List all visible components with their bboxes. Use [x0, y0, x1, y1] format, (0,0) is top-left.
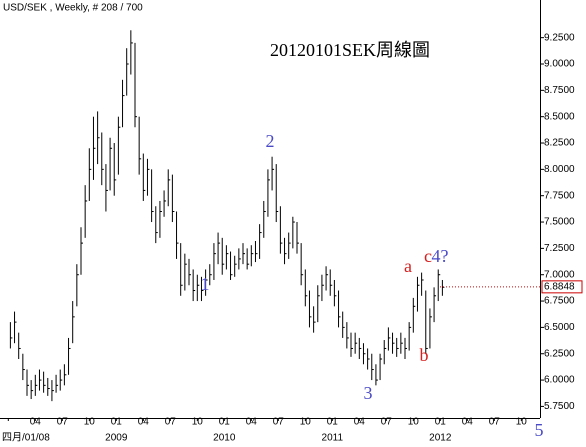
y-tick-label: 5.7500	[544, 401, 575, 412]
y-tick-label: 7.7500	[544, 190, 575, 201]
x-tick-label: 01	[219, 417, 231, 428]
x-tick-label: 07	[165, 417, 177, 428]
wave-label: 2	[266, 131, 275, 151]
year-label: 2012	[429, 433, 452, 444]
x-tick-label: 10	[300, 417, 312, 428]
y-tick-label: 9.0000	[544, 59, 575, 70]
chart-title: USD/SEK , Weekly, # 208 / 700	[3, 3, 143, 14]
wave-label: 5	[535, 420, 544, 440]
year-label: 2011	[322, 433, 344, 444]
x-tick-label: 四月/01/08	[2, 432, 50, 444]
y-tick-label: 6.2500	[544, 348, 575, 359]
x-tick-label: 07	[273, 417, 285, 428]
y-tick-label: 7.5000	[544, 217, 575, 228]
wave-label: c	[424, 246, 432, 266]
year-label: 2010	[213, 433, 236, 444]
chart-subtitle: 20120101SEK周線圖	[270, 40, 430, 60]
y-tick-label: 7.0000	[544, 269, 575, 280]
last-price-label: 6.8848	[544, 281, 575, 292]
y-tick-label: 7.2500	[544, 243, 575, 254]
y-tick-label: 8.0000	[544, 164, 575, 175]
y-tick-label: 6.7500	[544, 296, 575, 307]
last-price-box	[541, 280, 583, 294]
wave-label: 3	[364, 383, 373, 403]
wave-label: 4?	[432, 246, 449, 266]
x-tick-label: 10	[408, 417, 420, 428]
x-tick-label: 10	[516, 417, 528, 428]
y-tick-label: 8.5000	[544, 111, 575, 122]
wave-label: 1	[201, 274, 210, 294]
x-tick-label: 07	[57, 417, 69, 428]
x-tick-label: 10	[84, 417, 96, 428]
y-tick-label: 6.0000	[544, 375, 575, 386]
y-tick-label: 9.2500	[544, 32, 575, 43]
year-label: 2009	[105, 433, 128, 444]
y-tick-label: 8.2500	[544, 138, 575, 149]
x-tick-label: 10	[192, 417, 204, 428]
x-tick-label: 01	[327, 417, 339, 428]
y-tick-label: 8.7500	[544, 85, 575, 96]
x-tick-label: 07	[381, 417, 393, 428]
x-tick-label: 01	[435, 417, 447, 428]
x-tick-label: 04	[138, 417, 150, 428]
wave-label: b	[420, 345, 429, 365]
x-tick-label: 04	[246, 417, 258, 428]
x-tick-label: 04	[30, 417, 42, 428]
x-tick-label: 01	[111, 417, 123, 428]
x-tick-label: 04	[462, 417, 474, 428]
wave-label: a	[404, 256, 412, 276]
x-tick-label: 07	[489, 417, 501, 428]
y-tick-label: 6.5000	[544, 322, 575, 333]
x-tick-label: 04	[354, 417, 366, 428]
